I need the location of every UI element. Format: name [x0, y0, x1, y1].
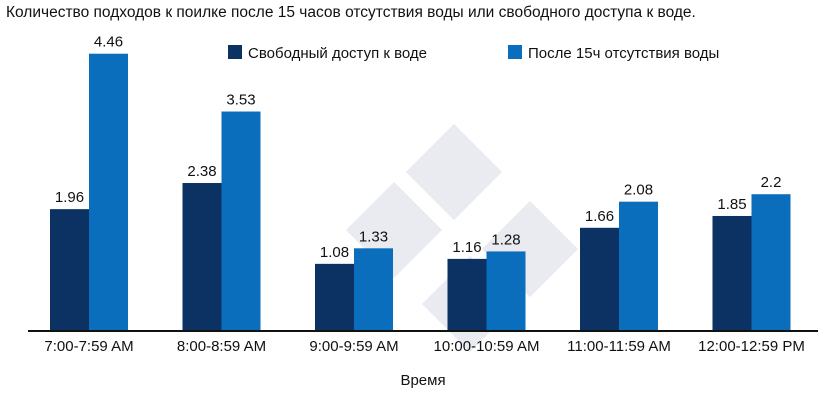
bar-series-1-6: [712, 215, 752, 331]
bar-series-1-4: [447, 258, 487, 331]
data-label-series-2-4: 1.28: [491, 231, 520, 248]
x-tick-label-5: 11:00-11:59 AM: [567, 338, 671, 355]
data-label-series-1-4: 1.16: [452, 239, 481, 256]
data-label-series-1-3: 1.08: [320, 244, 349, 261]
chart-title: Количество подходов к поилке после 15 ча…: [6, 4, 696, 21]
x-tick-label-4: 10:00-10:59 AM: [434, 338, 540, 355]
data-label-series-2-1: 4.46: [94, 34, 123, 51]
legend-swatch-series-2: [508, 45, 522, 59]
x-axis-label: Время: [400, 372, 445, 389]
bar-series-1-1: [50, 209, 89, 331]
data-label-series-2-2: 3.53: [226, 92, 255, 109]
data-label-series-2-5: 2.08: [624, 182, 653, 199]
data-label-series-2-6: 2.2: [761, 174, 782, 191]
bar-series-2-3: [354, 248, 393, 331]
legend-label-series-1: Свободный доступ к воде: [248, 45, 427, 62]
data-label-series-1-5: 1.66: [585, 208, 614, 225]
bar-series-2-4: [486, 251, 526, 331]
bar-series-2-2: [221, 111, 261, 331]
data-label-series-2-3: 1.33: [359, 228, 388, 245]
x-tick-label-6: 12:00-12:59 PM: [698, 338, 805, 355]
bar-series-1-3: [315, 263, 354, 331]
x-tick-label-1: 7:00-7:59 AM: [44, 338, 133, 355]
legend-swatch-series-1: [228, 45, 242, 59]
bar-series-2-5: [619, 201, 658, 331]
data-label-series-1-1: 1.96: [55, 189, 84, 206]
bar-series-1-2: [182, 183, 222, 331]
x-tick-label-2: 8:00-8:59 AM: [177, 338, 266, 355]
bar-series-2-6: [751, 194, 791, 331]
legend: Свободный доступ к воде После 15ч отсутс…: [228, 45, 719, 62]
bar-series-2-1: [89, 53, 128, 332]
legend-label-series-2: После 15ч отсутствия воды: [528, 45, 719, 62]
data-label-series-1-2: 2.38: [187, 163, 216, 180]
x-tick-label-3: 9:00-9:59 AM: [309, 338, 398, 355]
bar-series-1-5: [580, 227, 619, 331]
data-label-series-1-6: 1.85: [717, 196, 746, 213]
